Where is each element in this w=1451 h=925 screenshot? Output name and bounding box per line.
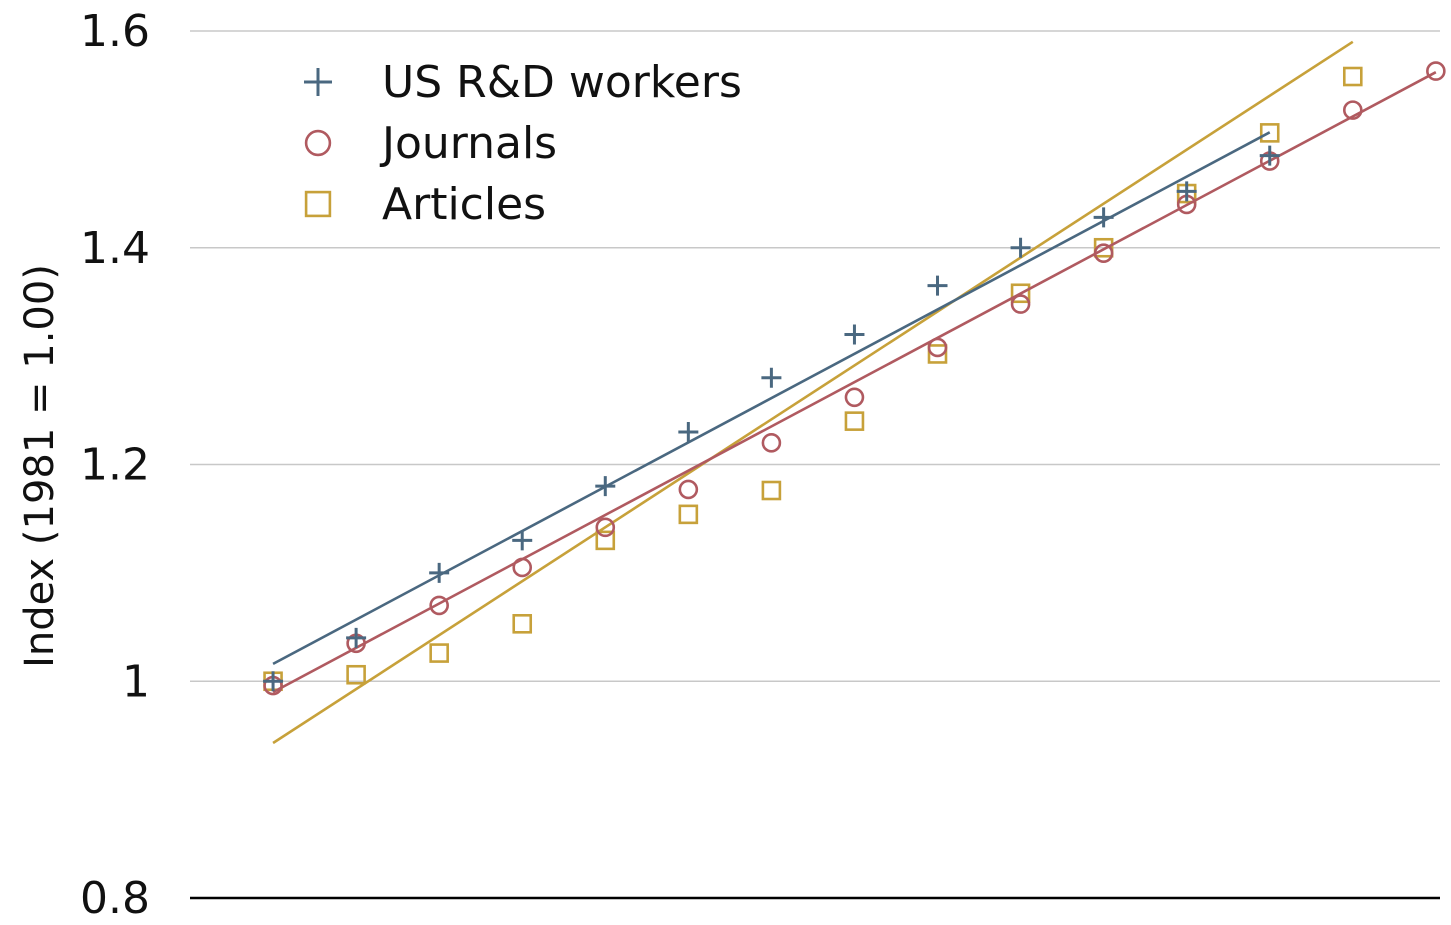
plus-marker bbox=[844, 324, 865, 345]
plus-marker bbox=[595, 476, 616, 497]
y-tick-label: 0.8 bbox=[80, 873, 150, 924]
plus-marker bbox=[429, 562, 450, 583]
square-marker bbox=[678, 504, 699, 525]
y-tick-labels: 0.8 1 1.2 1.4 1.6 bbox=[80, 6, 150, 924]
series-journals bbox=[263, 61, 1446, 696]
square-marker bbox=[1010, 283, 1031, 304]
legend: US R&D workers Journals Articles bbox=[304, 57, 742, 230]
series-us-r-d-workers bbox=[263, 131, 1280, 692]
square-marker bbox=[304, 190, 332, 218]
square-marker bbox=[429, 643, 449, 663]
square-marker bbox=[1259, 123, 1280, 143]
circle-marker bbox=[512, 557, 533, 578]
y-axis-label: Index (1981 = 1.00) bbox=[17, 264, 63, 668]
legend-item: Journals bbox=[304, 118, 557, 169]
legend-item: Articles bbox=[304, 179, 546, 230]
plus-marker bbox=[1176, 181, 1197, 202]
square-marker bbox=[1342, 66, 1363, 87]
square-marker bbox=[346, 664, 366, 685]
plus-marker bbox=[1010, 237, 1031, 258]
square-marker bbox=[927, 344, 948, 364]
circle-marker bbox=[595, 517, 616, 538]
y-tick-label: 1.4 bbox=[80, 223, 150, 274]
plus-marker bbox=[512, 530, 533, 551]
circle-marker bbox=[1426, 61, 1446, 81]
legend-item: US R&D workers bbox=[304, 57, 742, 108]
y-tick-label: 1 bbox=[122, 656, 150, 707]
square-marker bbox=[512, 614, 533, 634]
circle-marker bbox=[1093, 243, 1114, 263]
square-marker bbox=[1093, 237, 1114, 258]
circle-marker bbox=[844, 387, 865, 408]
legend-label: US R&D workers bbox=[382, 57, 742, 108]
circle-marker bbox=[761, 433, 782, 453]
y-tick-label: 1.6 bbox=[80, 6, 150, 57]
plus-marker bbox=[304, 68, 332, 96]
plus-marker bbox=[263, 671, 284, 692]
gridlines bbox=[190, 30, 1440, 900]
plus-marker bbox=[346, 627, 367, 648]
plus-marker bbox=[1093, 207, 1114, 228]
circle-marker bbox=[1342, 100, 1363, 120]
plus-marker bbox=[1259, 145, 1280, 166]
square-marker bbox=[595, 530, 616, 551]
trend-line bbox=[272, 40, 1354, 745]
plus-marker bbox=[927, 275, 948, 296]
plus-marker bbox=[761, 367, 782, 388]
legend-label: Journals bbox=[379, 118, 557, 169]
circle-marker bbox=[1010, 294, 1031, 314]
plus-marker bbox=[678, 421, 699, 442]
square-marker bbox=[844, 411, 865, 431]
series-articles bbox=[263, 40, 1363, 745]
y-tick-label: 1.2 bbox=[80, 440, 150, 491]
circle-marker bbox=[429, 595, 449, 616]
circle-marker bbox=[304, 129, 332, 157]
trend-line bbox=[272, 71, 1437, 694]
circle-marker bbox=[678, 479, 699, 500]
circle-marker bbox=[927, 337, 948, 358]
legend-label: Articles bbox=[382, 179, 546, 230]
square-marker bbox=[761, 480, 782, 501]
